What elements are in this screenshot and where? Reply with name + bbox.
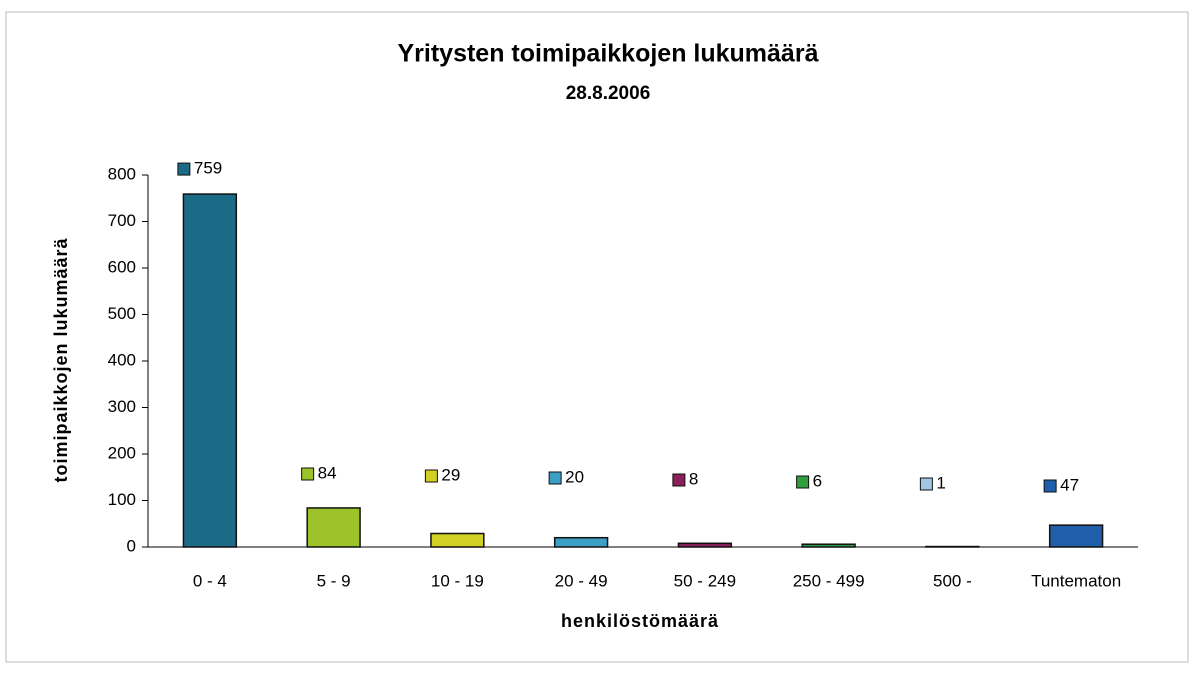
- data-label: 759: [194, 159, 222, 178]
- x-tick-label: 20 - 49: [555, 571, 608, 590]
- x-tick-label: 10 - 19: [431, 571, 484, 590]
- y-tick-label: 800: [108, 164, 136, 183]
- label-key: [1044, 480, 1056, 492]
- bar: [555, 538, 608, 547]
- bar: [802, 544, 855, 547]
- label-key: [425, 470, 437, 482]
- y-tick-label: 200: [108, 443, 136, 462]
- y-tick-label: 600: [108, 257, 136, 276]
- y-tick-label: 300: [108, 397, 136, 416]
- data-label: 20: [565, 467, 584, 486]
- x-tick-label: 500 -: [933, 571, 972, 590]
- x-tick-label: 5 - 9: [317, 571, 351, 590]
- y-tick-label: 400: [108, 350, 136, 369]
- bar: [431, 534, 484, 547]
- y-tick-label: 100: [108, 490, 136, 509]
- x-axis-label: henkilöstömäärä: [561, 611, 719, 631]
- x-tick-label: 50 - 249: [674, 571, 736, 590]
- chart-subtitle: 28.8.2006: [566, 83, 651, 104]
- label-key: [673, 474, 685, 486]
- label-key: [302, 468, 314, 480]
- bar: [183, 194, 236, 547]
- data-label: 84: [318, 463, 337, 482]
- x-tick-label: Tuntematon: [1031, 571, 1121, 590]
- data-label: 47: [1060, 475, 1079, 494]
- x-tick-label: 0 - 4: [193, 571, 227, 590]
- label-key: [797, 476, 809, 488]
- y-tick-label: 700: [108, 211, 136, 230]
- label-key: [549, 472, 561, 484]
- bar: [1050, 525, 1103, 547]
- data-label: 29: [441, 465, 460, 484]
- data-label: 1: [936, 473, 945, 492]
- y-axis-label: toimipaikkojen lukumäärä: [51, 237, 71, 482]
- data-label: 8: [689, 469, 698, 488]
- label-key: [920, 478, 932, 490]
- bar: [307, 508, 360, 547]
- x-tick-label: 250 - 499: [793, 571, 865, 590]
- label-key: [178, 163, 190, 175]
- data-label: 6: [813, 471, 822, 490]
- y-tick-label: 500: [108, 304, 136, 323]
- bar: [678, 543, 731, 547]
- chart-title: Yritysten toimipaikkojen lukumäärä: [398, 40, 819, 68]
- y-tick-label: 0: [127, 536, 136, 555]
